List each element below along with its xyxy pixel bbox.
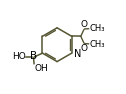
Text: N: N xyxy=(73,49,81,59)
Text: HO: HO xyxy=(12,52,26,61)
Text: O: O xyxy=(81,20,87,29)
Text: CH₃: CH₃ xyxy=(89,24,105,33)
Text: B: B xyxy=(30,51,37,61)
Text: CH₃: CH₃ xyxy=(89,40,105,49)
Text: O: O xyxy=(81,44,87,53)
Text: OH: OH xyxy=(34,64,48,73)
